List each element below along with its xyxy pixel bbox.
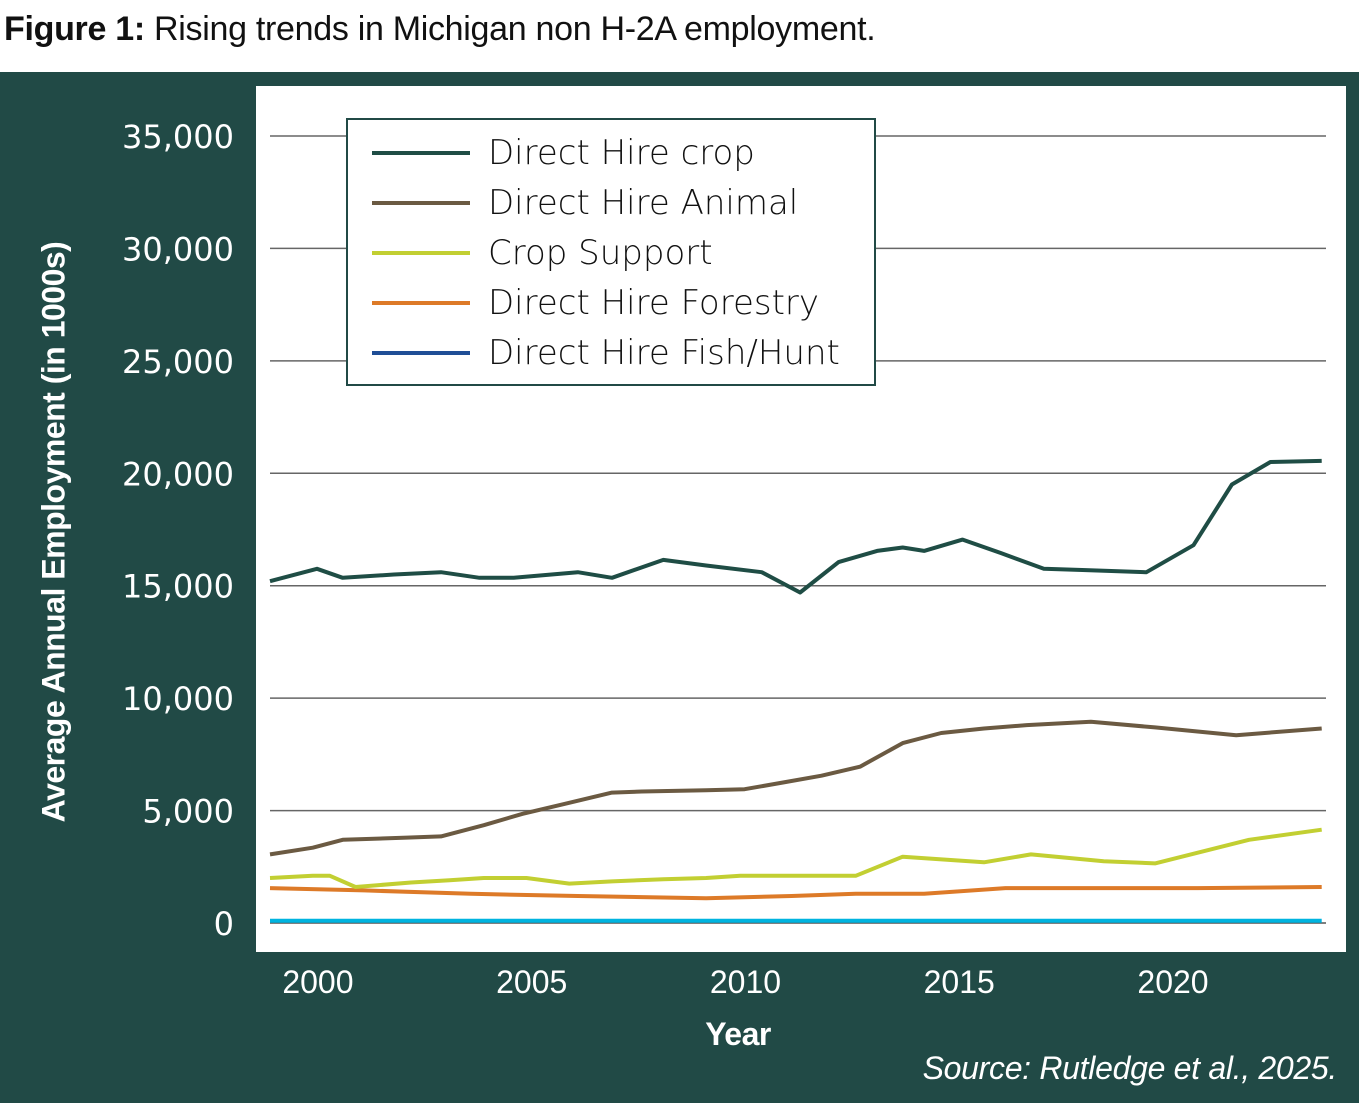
x-tick-label: 2015 xyxy=(924,964,995,1000)
y-tick-label: 30,000 xyxy=(122,230,234,268)
legend-item-direct-hire-animal: Direct Hire Animal xyxy=(372,183,798,223)
legend-item-direct-hire-fish-hunt: Direct Hire Fish/Hunt xyxy=(372,333,840,373)
legend-label: Direct Hire crop xyxy=(488,133,755,173)
x-tick-label: 2010 xyxy=(710,964,781,1000)
series-line-direct-hire-crop xyxy=(269,458,1322,595)
legend-label: Direct Hire Animal xyxy=(488,183,799,223)
legend-swatch xyxy=(372,201,470,205)
y-tick-label: 20,000 xyxy=(122,455,234,493)
legend-label: Direct Hire Fish/Hunt xyxy=(488,333,840,373)
figure-title: Figure 1: Rising trends in Michigan non … xyxy=(4,4,876,54)
legend-item-direct-hire-forestry: Direct Hire Forestry xyxy=(372,283,819,323)
legend-item-crop-support: Crop Support xyxy=(372,233,713,273)
x-tick-label: 2020 xyxy=(1137,964,1208,1000)
legend-label: Crop Support xyxy=(488,233,713,273)
y-tick-label: 35,000 xyxy=(122,118,234,156)
y-tick-label: 25,000 xyxy=(122,343,234,381)
legend: Direct Hire crop Direct Hire Animal Crop… xyxy=(346,118,876,386)
legend-swatch xyxy=(372,301,470,305)
source-note: Source: Rutledge et al., 2025. xyxy=(922,1050,1338,1086)
x-tick-label: 2005 xyxy=(496,964,567,1000)
series-line-crop-support xyxy=(269,827,1322,889)
y-tick-label: 10,000 xyxy=(122,680,234,718)
x-axis-ticks: 2000 2005 2010 2015 2020 xyxy=(282,964,1208,1000)
series-lines xyxy=(269,458,1322,923)
figure-caption: Rising trends in Michigan non H-2A emplo… xyxy=(144,10,876,48)
y-axis-ticks: 0 5,000 10,000 15,000 20,000 25,000 30,000 35,0… xyxy=(122,118,234,943)
x-axis-label: Year xyxy=(705,1016,771,1052)
legend-label: Direct Hire Forestry xyxy=(488,283,820,323)
series-line-direct-hire-forestry xyxy=(269,885,1322,901)
legend-item-direct-hire-crop: Direct Hire crop xyxy=(372,133,755,173)
legend-swatch xyxy=(372,251,470,255)
y-tick-label: 15,000 xyxy=(122,568,234,606)
y-tick-label: 0 xyxy=(214,905,234,943)
legend-swatch xyxy=(372,151,470,155)
y-tick-label: 5,000 xyxy=(142,793,234,831)
legend-swatch xyxy=(372,351,470,355)
series-line-direct-hire-animal xyxy=(269,719,1322,857)
y-axis-label: Average Annual Employment (in 1000s) xyxy=(35,241,72,823)
figure-number: Figure 1: xyxy=(4,10,145,48)
x-tick-label: 2000 xyxy=(282,964,353,1000)
